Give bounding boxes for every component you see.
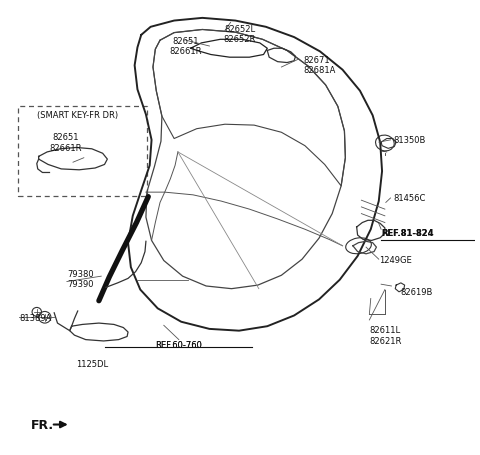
Text: 1125DL: 1125DL [76, 359, 108, 368]
Text: (SMART KEY-FR DR): (SMART KEY-FR DR) [37, 111, 118, 120]
Text: 81350B: 81350B [393, 136, 425, 145]
Text: FR.: FR. [31, 418, 54, 431]
Text: REF.60-760: REF.60-760 [156, 340, 202, 349]
Text: 79380
79390: 79380 79390 [67, 269, 94, 288]
Text: 1249GE: 1249GE [379, 255, 411, 264]
Text: 82671
82681A: 82671 82681A [303, 56, 336, 75]
Text: 82651
82661R: 82651 82661R [169, 37, 202, 56]
Text: 82652L
82652R: 82652L 82652R [224, 25, 256, 44]
Text: REF.60-760: REF.60-760 [156, 340, 202, 349]
Text: 82651
82661R: 82651 82661R [50, 133, 82, 152]
Text: REF.81-824: REF.81-824 [381, 228, 433, 238]
Text: 82619B: 82619B [400, 288, 432, 297]
Bar [18, 107, 147, 196]
Text: 81456C: 81456C [393, 194, 425, 203]
Text: 82611L
82621R: 82611L 82621R [370, 326, 402, 345]
Text: REF.81-824: REF.81-824 [381, 228, 433, 238]
Text: 81389A: 81389A [19, 313, 51, 322]
